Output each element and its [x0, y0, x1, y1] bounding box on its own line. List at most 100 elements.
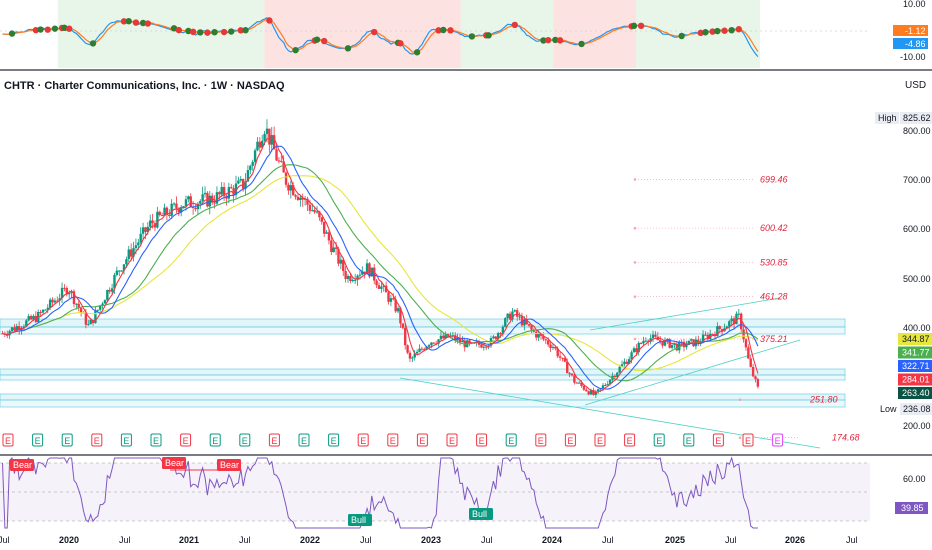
candle-body: [20, 328, 23, 330]
candle-body: [701, 334, 705, 343]
price-axis[interactable]: 800.00 700.00 600.00 500.00 400.00 200.0…: [875, 112, 932, 431]
earnings-marker[interactable]: [91, 433, 103, 447]
candle-body: [261, 140, 264, 148]
earnings-marker[interactable]: [712, 433, 724, 447]
candle-body: [246, 170, 250, 182]
candle-body: [32, 315, 35, 320]
candle-body: [194, 207, 197, 210]
earnings-marker[interactable]: [624, 433, 636, 447]
candle-body: [29, 316, 33, 320]
earnings-marker[interactable]: [535, 433, 547, 447]
candle-body: [294, 195, 297, 197]
candle-body: [129, 249, 133, 257]
earnings-marker[interactable]: [387, 433, 399, 447]
cross-dot: [220, 28, 228, 36]
candle-body: [132, 248, 135, 257]
price-tag: [898, 333, 932, 345]
earnings-marker[interactable]: [32, 433, 44, 447]
candle-body: [196, 203, 200, 210]
candle-body: [601, 385, 605, 389]
candle-body: [375, 280, 378, 286]
candle-body: [268, 128, 271, 145]
rsi-divergence-labels: Bear Bear Bear Bull Bull: [10, 457, 493, 526]
earnings-marker[interactable]: [268, 433, 280, 447]
candle-body: [306, 198, 309, 205]
earnings-marker[interactable]: [416, 433, 428, 447]
candle-body: [575, 382, 578, 384]
candle-body: [146, 226, 150, 232]
price-tag: [898, 387, 932, 399]
candle-body: [670, 344, 674, 348]
candle-body: [508, 313, 512, 320]
earnings-marker[interactable]: [683, 433, 695, 447]
candle-body: [144, 227, 147, 232]
fib-anchor: [633, 226, 637, 230]
earnings-marker[interactable]: [564, 433, 576, 447]
earnings-marker[interactable]: [239, 433, 251, 447]
earnings-marker[interactable]: [209, 433, 221, 447]
candle-body: [704, 334, 707, 336]
rsi-pane: Bear Bear Bear Bull Bull 60.00 39.85: [0, 456, 928, 529]
candle-body: [389, 298, 393, 302]
candle-body: [403, 327, 407, 346]
earnings-marker[interactable]: [120, 433, 132, 447]
candle-body: [98, 305, 102, 310]
candle-body: [349, 275, 352, 282]
candle-body: [141, 227, 145, 234]
earnings-marker-text: E: [64, 436, 70, 446]
cross-dot: [678, 32, 685, 40]
candle-body: [299, 197, 302, 201]
earnings-marker-text: E: [745, 436, 751, 446]
candle-body: [425, 346, 428, 350]
candle-body: [139, 233, 142, 243]
candle-body: [525, 319, 528, 325]
earnings-marker[interactable]: [61, 433, 73, 447]
time-axis[interactable]: Jul 2020 Jul 2021 Jul 2022 Jul 2023 Jul 2024 Jul 20…: [0, 535, 858, 545]
candle-body: [370, 267, 374, 277]
earnings-marker[interactable]: [653, 433, 665, 447]
time-tick: 2023: [421, 535, 441, 545]
earnings-marker[interactable]: [476, 433, 488, 447]
candle-body: [110, 288, 114, 292]
time-tick: 2026: [785, 535, 805, 545]
candle-body: [663, 340, 667, 346]
earnings-marker[interactable]: [357, 433, 369, 447]
candle-body: [399, 308, 402, 324]
candle-body: [84, 312, 88, 325]
earnings-marker[interactable]: [594, 433, 606, 447]
candle-body: [213, 202, 216, 204]
candle-body: [392, 298, 395, 300]
candle-body: [587, 391, 590, 395]
candle-body: [241, 178, 245, 189]
cross-dot: [556, 37, 564, 44]
high-label-box: [875, 112, 899, 124]
time-tick: Jul: [602, 535, 614, 545]
time-tick: Jul: [360, 535, 372, 545]
earnings-marker[interactable]: [180, 433, 192, 447]
candle-body: [358, 274, 362, 276]
earnings-marker[interactable]: [772, 433, 784, 447]
symbol-title[interactable]: CHTR · Charter Communications, Inc. · 1W…: [4, 80, 285, 92]
earnings-marker[interactable]: [298, 433, 310, 447]
earnings-marker[interactable]: [505, 433, 517, 447]
candle-body: [384, 285, 388, 293]
earnings-marker[interactable]: [742, 433, 754, 447]
candle-body: [756, 379, 760, 387]
cross-dot: [313, 36, 321, 43]
candle-body: [630, 352, 633, 360]
candle-body: [742, 329, 745, 340]
earnings-marker[interactable]: [150, 433, 162, 447]
currency-label: USD: [905, 80, 927, 91]
candle-body: [275, 149, 278, 161]
earnings-marker-text: E: [35, 436, 41, 446]
candle-body: [368, 263, 371, 277]
candle-body: [75, 303, 78, 305]
rsi-label-bull: [348, 514, 372, 526]
candle-body: [632, 348, 636, 353]
earnings-marker[interactable]: [446, 433, 458, 447]
moving-average-fast: [2, 135, 759, 393]
earnings-marker[interactable]: [328, 433, 340, 447]
earnings-marker[interactable]: [2, 433, 14, 447]
